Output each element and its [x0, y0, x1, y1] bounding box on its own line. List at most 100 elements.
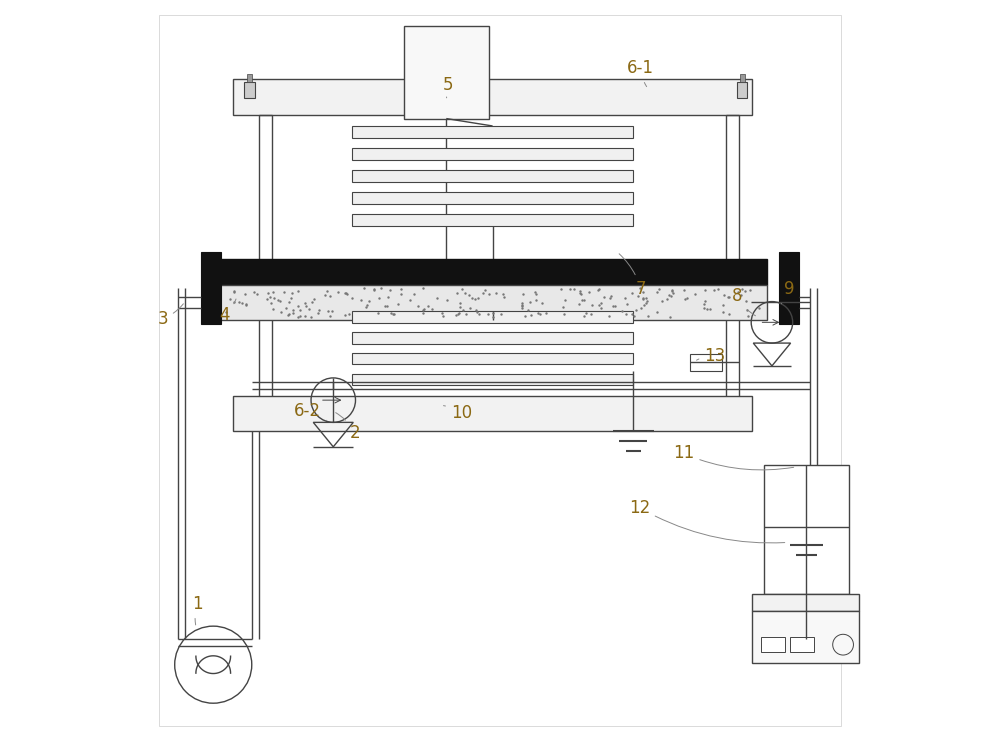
Point [284, 287, 300, 299]
Point [337, 288, 353, 299]
Point [382, 285, 398, 296]
Point [566, 283, 582, 295]
Bar [244, 82, 255, 98]
Bar [352, 353, 633, 365]
Point [366, 285, 382, 296]
Point [322, 290, 338, 302]
Point [281, 308, 297, 320]
Point [696, 302, 712, 314]
Point [639, 295, 655, 307]
Point [578, 307, 594, 319]
Point [303, 311, 319, 323]
Point [263, 297, 279, 309]
Point [721, 291, 737, 303]
Text: 11: 11 [673, 445, 794, 470]
Point [733, 288, 749, 300]
Point [696, 298, 712, 310]
Point [238, 299, 254, 310]
Point [292, 310, 308, 322]
Point [385, 308, 401, 320]
Point [699, 303, 715, 315]
Point [480, 308, 496, 319]
Point [462, 302, 478, 313]
Point [285, 304, 301, 316]
Point [451, 307, 467, 319]
Point [630, 290, 646, 302]
Point [358, 302, 374, 313]
Text: 2: 2 [336, 413, 361, 442]
Text: 1: 1 [192, 595, 203, 625]
Point [488, 288, 504, 299]
Point [475, 288, 491, 299]
Point [341, 308, 357, 320]
Point [603, 290, 619, 302]
Point [581, 286, 597, 298]
Point [477, 284, 493, 296]
Point [393, 288, 409, 300]
Point [429, 293, 445, 305]
Point [353, 293, 369, 305]
Point [663, 290, 679, 302]
Point [596, 291, 612, 303]
Bar [247, 74, 252, 82]
Point [742, 284, 758, 296]
Point [640, 310, 656, 322]
Point [590, 284, 606, 296]
Text: 6-2: 6-2 [294, 402, 327, 420]
Point [740, 310, 756, 322]
Point [356, 282, 372, 293]
Point [530, 308, 546, 319]
Point [359, 299, 375, 310]
Point [452, 296, 468, 308]
Text: 9: 9 [782, 280, 794, 304]
Bar [737, 82, 747, 98]
Point [266, 293, 282, 305]
Point [520, 305, 536, 316]
Point [573, 288, 589, 300]
Point [415, 282, 431, 294]
Point [424, 303, 440, 315]
Point [619, 298, 635, 310]
Point [416, 303, 432, 315]
Bar [352, 213, 633, 226]
Point [290, 300, 306, 312]
Point [273, 307, 289, 319]
Point [632, 282, 648, 293]
Point [635, 292, 651, 304]
Point [415, 307, 431, 319]
Point [661, 288, 677, 300]
Point [435, 310, 451, 322]
Point [532, 308, 548, 320]
Point [715, 299, 731, 310]
Point [402, 294, 418, 306]
Point [528, 288, 544, 300]
Point [651, 283, 667, 295]
Point [324, 305, 340, 317]
Bar [352, 311, 633, 323]
Point [415, 304, 431, 316]
Point [514, 297, 530, 309]
Point [562, 282, 578, 294]
Bar [352, 170, 633, 182]
Point [311, 304, 327, 316]
Bar [233, 79, 752, 115]
Point [514, 302, 530, 313]
Point [280, 310, 296, 322]
Point [738, 296, 754, 308]
Point [317, 289, 333, 301]
Point [292, 304, 308, 316]
Point [602, 292, 618, 304]
Point [614, 305, 630, 317]
Point [572, 285, 588, 297]
Point [310, 308, 326, 319]
Point [664, 285, 680, 296]
Point [259, 293, 275, 305]
Text: 5: 5 [443, 76, 453, 98]
Point [514, 299, 530, 310]
Text: 8: 8 [732, 288, 755, 316]
Point [457, 288, 473, 299]
Point [605, 300, 621, 312]
Point [572, 288, 588, 299]
Point [276, 286, 292, 298]
Point [676, 284, 692, 296]
